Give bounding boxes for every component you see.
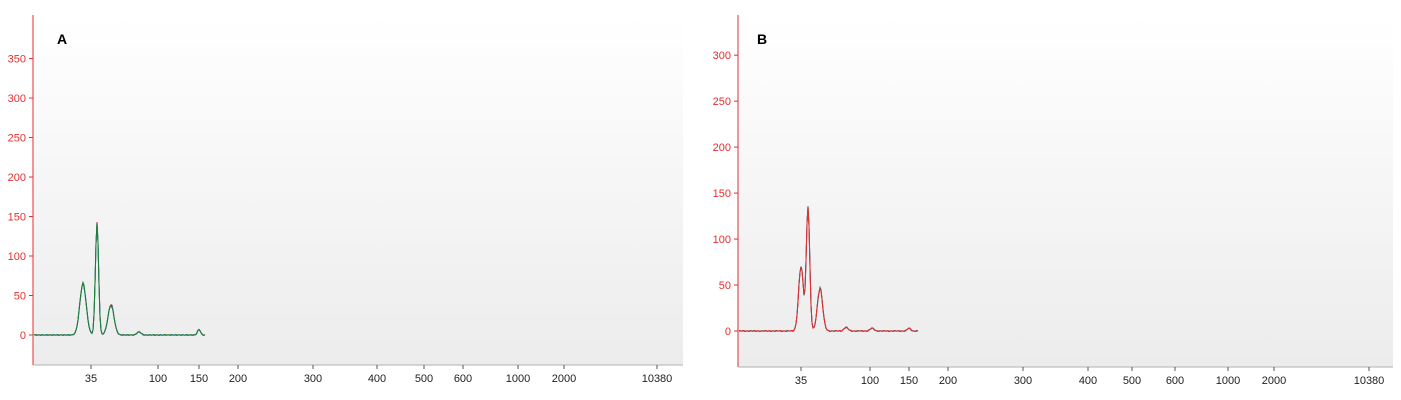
panel-label: A [57, 31, 67, 47]
x-tick-label: 10380 [1354, 375, 1385, 387]
chart-panel-b: 0 50 100 150 200 250 300 35 100 150 200 300 400 500 60… [708, 0, 1401, 395]
y-tick-label: 150 [713, 188, 731, 200]
x-tick-label: 300 [1014, 375, 1032, 387]
x-tick-label: 35 [85, 373, 97, 385]
y-tick-label: 0 [725, 326, 731, 338]
y-tick-label: 50 [14, 291, 26, 303]
x-tick-label: 1000 [506, 373, 530, 385]
chart-b-svg: 0 50 100 150 200 250 300 35 100 150 200 300 400 500 60… [713, 15, 1393, 387]
y-tick-label: 150 [8, 212, 26, 224]
y-tick-label: 250 [713, 96, 731, 108]
y-tick-label: 200 [713, 142, 731, 154]
x-tick-label: 35 [795, 375, 807, 387]
x-tick-label: 500 [1123, 375, 1141, 387]
series-line [33, 223, 206, 337]
x-tick-label: 400 [368, 373, 386, 385]
x-tick-label: 100 [861, 375, 879, 387]
x-tick-label: 600 [1166, 375, 1184, 387]
plot-area [738, 15, 1393, 367]
x-tick-label: 300 [304, 373, 322, 385]
x-tick-label: 600 [454, 373, 472, 385]
x-tick-label: 100 [149, 373, 167, 385]
x-tick-label: 500 [415, 373, 433, 385]
chart-panel-a: 0 50 100 150 200 250 300 350 35 100 150 200 300 400 50… [0, 0, 690, 395]
y-tick-label: 200 [8, 172, 26, 184]
y-tick-label: 350 [8, 54, 26, 66]
y-tick-label: 100 [713, 234, 731, 246]
y-tick-label: 300 [713, 50, 731, 62]
series-line [738, 206, 918, 333]
y-tick-label: 250 [8, 133, 26, 145]
y-tick-label: 50 [719, 280, 731, 292]
x-tick-label: 2000 [1262, 375, 1286, 387]
x-tick-label: 200 [229, 373, 247, 385]
x-tick-label: 200 [939, 375, 957, 387]
x-tick-label: 2000 [552, 373, 576, 385]
y-tick-label: 0 [20, 330, 26, 342]
plot-area [33, 15, 683, 365]
x-tick-label: 1000 [1216, 375, 1240, 387]
x-tick-label: 10380 [642, 373, 673, 385]
x-tick-label: 150 [900, 375, 918, 387]
x-tick-label: 400 [1079, 375, 1097, 387]
panel-label: B [757, 31, 767, 47]
chart-a-svg: 0 50 100 150 200 250 300 350 35 100 150 200 300 400 50… [8, 15, 683, 385]
x-tick-label: 150 [190, 373, 208, 385]
y-tick-label: 100 [8, 251, 26, 263]
y-tick-label: 300 [8, 93, 26, 105]
